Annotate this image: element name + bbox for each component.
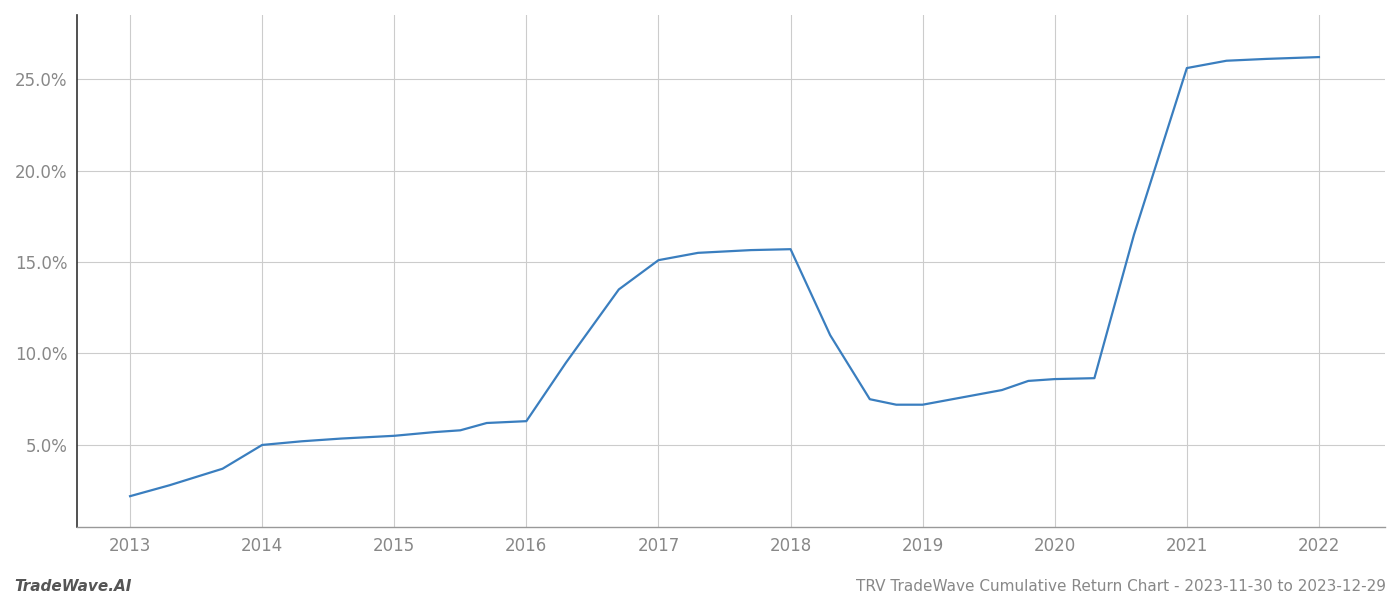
Text: TradeWave.AI: TradeWave.AI [14, 579, 132, 594]
Text: TRV TradeWave Cumulative Return Chart - 2023-11-30 to 2023-12-29: TRV TradeWave Cumulative Return Chart - … [855, 579, 1386, 594]
